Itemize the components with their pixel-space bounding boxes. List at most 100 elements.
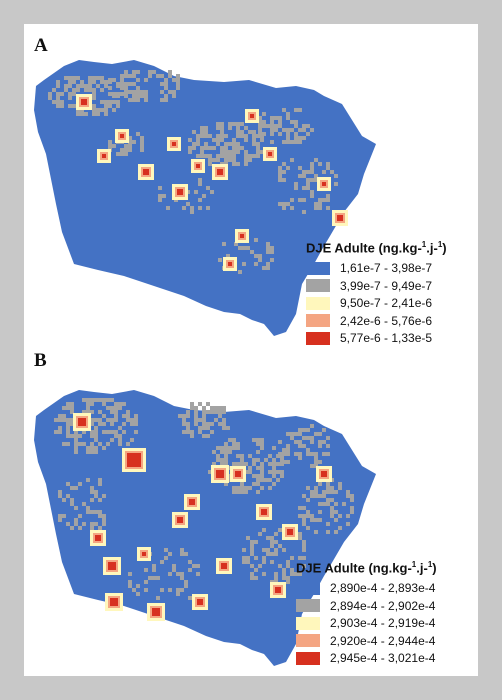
raster-cell <box>250 564 254 568</box>
raster-cell <box>236 150 240 154</box>
hotspot-cell <box>228 262 232 266</box>
raster-cell <box>152 564 156 568</box>
raster-cell <box>224 442 228 446</box>
raster-cell <box>298 140 302 144</box>
raster-cell <box>252 458 256 462</box>
raster-cell <box>302 170 306 174</box>
raster-cell <box>90 418 94 422</box>
legend-a-item: 5,77e-6 - 1,33e-5 <box>306 329 447 347</box>
raster-cell <box>224 454 228 458</box>
raster-cell <box>112 108 116 112</box>
raster-cell <box>278 116 282 120</box>
raster-cell <box>310 170 314 174</box>
raster-cell <box>160 560 164 564</box>
raster-cell <box>224 446 228 450</box>
hotspot-cell <box>196 164 200 168</box>
raster-cell <box>172 568 176 572</box>
raster-cell <box>294 452 298 456</box>
raster-cell <box>236 462 240 466</box>
raster-cell <box>266 246 270 250</box>
raster-cell <box>256 478 260 482</box>
raster-cell <box>114 430 118 434</box>
map-b <box>34 390 376 666</box>
raster-cell <box>88 84 92 88</box>
raster-cell <box>244 490 248 494</box>
raster-cell <box>204 146 208 150</box>
raster-cell <box>114 414 118 418</box>
raster-cell <box>326 206 330 210</box>
raster-cell <box>222 410 226 414</box>
hotspot-cell <box>240 234 244 238</box>
raster-cell <box>218 406 222 410</box>
raster-cell <box>350 498 354 502</box>
raster-cell <box>208 154 212 158</box>
raster-cell <box>202 418 206 422</box>
raster-cell <box>120 82 124 86</box>
raster-cell <box>298 166 302 170</box>
raster-cell <box>314 452 318 456</box>
raster-cell <box>264 458 268 462</box>
raster-cell <box>246 556 250 560</box>
raster-cell <box>226 426 230 430</box>
raster-cell <box>98 398 102 402</box>
raster-cell <box>294 440 298 444</box>
hotspot-cell <box>81 99 87 105</box>
raster-cell <box>200 146 204 150</box>
raster-cell <box>220 154 224 158</box>
raster-cell <box>238 270 242 274</box>
raster-cell <box>136 86 140 90</box>
raster-cell <box>190 206 194 210</box>
raster-cell <box>330 510 334 514</box>
raster-cell <box>74 434 78 438</box>
raster-cell <box>90 446 94 450</box>
raster-cell <box>248 466 252 470</box>
raster-cell <box>68 80 72 84</box>
raster-cell <box>72 92 76 96</box>
raster-cell <box>130 422 134 426</box>
raster-cell <box>94 426 98 430</box>
raster-cell <box>270 544 274 548</box>
raster-cell <box>228 122 232 126</box>
raster-cell <box>136 584 140 588</box>
raster-cell <box>194 190 198 194</box>
raster-cell <box>178 414 182 418</box>
raster-cell <box>102 422 106 426</box>
raster-cell <box>260 446 264 450</box>
hotspot-cell <box>110 598 118 606</box>
raster-cell <box>56 84 60 88</box>
raster-cell <box>100 108 104 112</box>
raster-cell <box>248 158 252 162</box>
raster-cell <box>302 136 306 140</box>
raster-cell <box>258 258 262 262</box>
raster-cell <box>220 138 224 142</box>
raster-cell <box>196 154 200 158</box>
raster-cell <box>192 142 196 146</box>
raster-cell <box>254 556 258 560</box>
raster-cell <box>90 486 94 490</box>
hotspot-cell <box>235 471 241 477</box>
raster-cell <box>74 446 78 450</box>
raster-cell <box>272 470 276 474</box>
hotspot-cell <box>250 114 254 118</box>
raster-cell <box>88 76 92 80</box>
raster-cell <box>180 576 184 580</box>
raster-cell <box>236 146 240 150</box>
raster-cell <box>274 128 278 132</box>
raster-cell <box>286 452 290 456</box>
raster-cell <box>310 490 314 494</box>
raster-cell <box>208 146 212 150</box>
raster-cell <box>188 138 192 142</box>
raster-cell <box>92 108 96 112</box>
raster-cell <box>202 426 206 430</box>
raster-cell <box>202 434 206 438</box>
raster-cell <box>290 556 294 560</box>
raster-cell <box>98 526 102 530</box>
raster-cell <box>306 428 310 432</box>
raster-cell <box>62 414 66 418</box>
raster-cell <box>68 92 72 96</box>
raster-cell <box>140 144 144 148</box>
raster-cell <box>120 78 124 82</box>
raster-cell <box>94 430 98 434</box>
raster-cell <box>326 482 330 486</box>
raster-cell <box>164 82 168 86</box>
